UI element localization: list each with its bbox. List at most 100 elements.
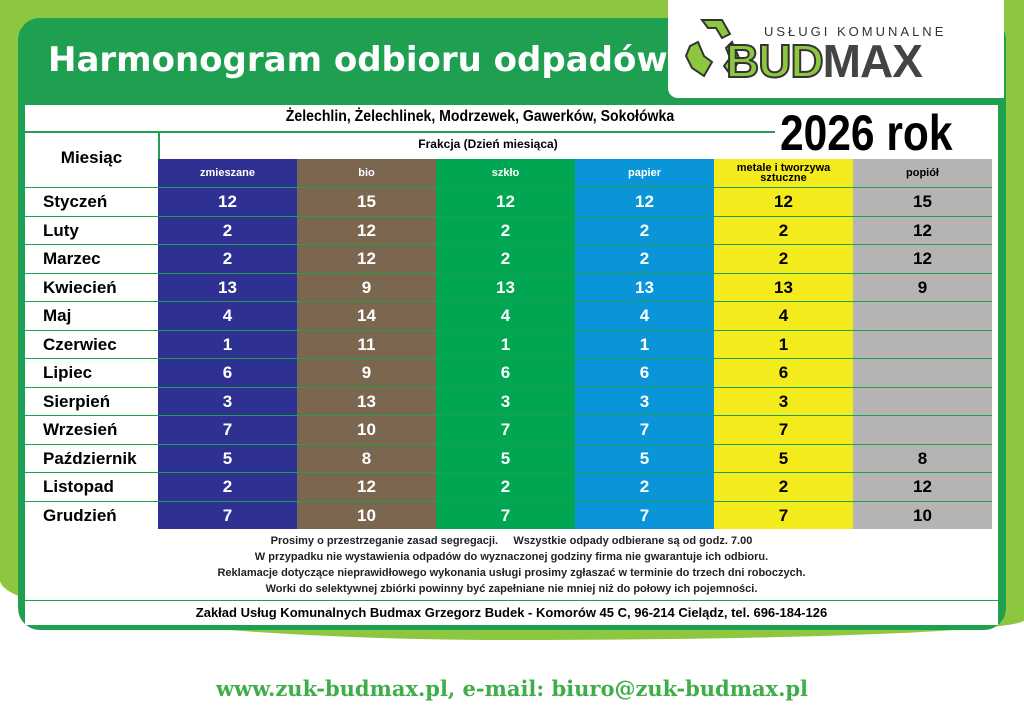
day-cell: 3 — [500, 391, 511, 411]
table-row: Październik 5 8 5 5 5 8 — [25, 443, 992, 473]
day-cell: 3 — [222, 391, 233, 411]
table-row: Lipiec 6 9 6 6 6 — [25, 358, 992, 387]
column-header: popiół — [853, 159, 992, 187]
day-cell: 10 — [913, 505, 932, 525]
day-cell: 13 — [357, 391, 376, 411]
day-cell: 4 — [222, 306, 233, 325]
day-cell: 7 — [500, 505, 511, 525]
note-line: Worki do selektywnej zbiórki powinny być… — [265, 583, 758, 595]
day-cell: 12 — [496, 192, 515, 211]
day-cell: 10 — [357, 420, 376, 439]
note-line: Prosimy o przestrzeganie zasad segregacj… — [270, 535, 753, 547]
day-cell: 9 — [917, 277, 928, 297]
day-cell: 10 — [357, 505, 376, 525]
table-row: Wrzesień 7 10 7 7 7 — [25, 415, 992, 444]
day-cell: 12 — [357, 477, 376, 496]
day-cell: 2 — [639, 249, 650, 268]
day-cell: 3 — [639, 391, 650, 411]
day-cell: 5 — [639, 448, 650, 468]
table-row: Sierpień 3 13 3 3 3 — [25, 386, 992, 416]
day-cell: 2 — [222, 477, 233, 496]
logo: USŁUGI KOMUNALNE BUDMAX — [668, 0, 1004, 98]
column-header: papier — [575, 159, 714, 187]
day-cell: 3 — [778, 391, 789, 411]
column-header: bio — [297, 159, 436, 187]
day-cell: 8 — [917, 448, 928, 468]
day-cell: 2 — [639, 477, 650, 496]
note-line: Reklamacje dotyczące nieprawidłowego wyk… — [217, 567, 806, 579]
day-cell: 4 — [778, 306, 789, 325]
day-cell: 7 — [222, 505, 233, 525]
day-cell: 2 — [778, 477, 789, 496]
day-cell: 2 — [500, 249, 511, 268]
day-cell: 6 — [222, 363, 233, 382]
day-cell: 1 — [222, 334, 233, 354]
recycle-icon — [684, 19, 742, 78]
day-cell: 12 — [774, 192, 793, 211]
month-cell: Kwiecień — [43, 277, 117, 297]
day-cell: 1 — [500, 334, 511, 354]
day-cell: 9 — [361, 277, 372, 297]
day-cell: 12 — [913, 477, 932, 496]
locations: Żelechlin, Żelechlinek, Modrzewek, Gawer… — [285, 108, 675, 125]
table-row: Marzec 2 12 2 2 2 12 — [25, 244, 992, 273]
table-row: Grudzień 7 10 7 7 7 10 — [25, 500, 992, 530]
notes: Prosimy o przestrzeganie zasad segregacj… — [25, 533, 998, 597]
month-cell: Lipiec — [43, 363, 93, 382]
day-cell — [853, 302, 992, 330]
day-cell: 15 — [913, 192, 932, 211]
day-cell: 5 — [500, 448, 511, 468]
day-cell: 12 — [635, 192, 654, 211]
website-email[interactable]: www.zuk-budmax.pl, e-mail: biuro@zuk-bud… — [215, 676, 809, 701]
day-cell: 5 — [778, 448, 789, 468]
logo-subtitle: USŁUGI KOMUNALNE — [764, 24, 947, 39]
day-cell: 13 — [774, 277, 793, 297]
day-cell — [853, 416, 992, 444]
day-cell: 4 — [500, 306, 511, 325]
day-cell: 13 — [218, 277, 237, 297]
day-cell: 14 — [357, 306, 376, 325]
table-row: Maj 4 14 4 4 4 — [25, 301, 992, 330]
day-cell: 9 — [361, 363, 372, 382]
month-header: Miesiąc — [60, 148, 123, 167]
logo-brand: BUDMAX — [725, 34, 923, 88]
month-cell: Luty — [43, 220, 79, 240]
day-cell: 1 — [778, 334, 789, 354]
table-row: Kwiecień 13 9 13 13 13 9 — [25, 272, 992, 302]
year: 2026 rok — [780, 105, 953, 161]
column-header: zmieszane — [158, 159, 297, 187]
month-cell: Czerwiec — [43, 334, 117, 354]
month-cell: Sierpień — [43, 391, 111, 411]
day-cell: 2 — [778, 249, 789, 268]
day-cell: 2 — [500, 477, 511, 496]
day-cell: 1 — [639, 334, 650, 354]
day-cell: 7 — [500, 420, 511, 439]
day-cell: 7 — [222, 420, 233, 439]
day-cell: 2 — [639, 220, 650, 240]
day-cell: 11 — [357, 334, 376, 354]
day-cell: 5 — [222, 448, 233, 468]
month-cell: Wrzesień — [43, 420, 118, 439]
month-cell: Maj — [43, 306, 72, 325]
table-row: Listopad 2 12 2 2 2 12 — [25, 472, 992, 501]
month-cell: Styczeń — [43, 192, 108, 211]
day-cell: 2 — [500, 220, 511, 240]
day-cell: 7 — [639, 505, 650, 525]
day-cell: 6 — [778, 363, 789, 382]
day-cell: 6 — [639, 363, 650, 382]
day-cell: 7 — [778, 420, 789, 439]
day-cell: 12 — [913, 249, 932, 268]
day-cell — [853, 388, 992, 416]
day-cell — [853, 331, 992, 359]
page-title: Harmonogram odbioru odpadów — [48, 40, 668, 80]
month-cell: Grudzień — [43, 505, 117, 525]
table-row: Czerwiec 1 11 1 1 1 — [25, 329, 992, 359]
day-cell: 12 — [913, 220, 932, 240]
day-cell: 12 — [357, 249, 376, 268]
column-header: szkło — [436, 159, 575, 187]
day-cell — [853, 359, 992, 387]
day-cell: 12 — [357, 220, 376, 240]
footer: Zakład Usług Komunalnych Budmax Grzegorz… — [25, 601, 998, 625]
day-cell: 6 — [500, 363, 511, 382]
day-cell: 13 — [496, 277, 515, 297]
